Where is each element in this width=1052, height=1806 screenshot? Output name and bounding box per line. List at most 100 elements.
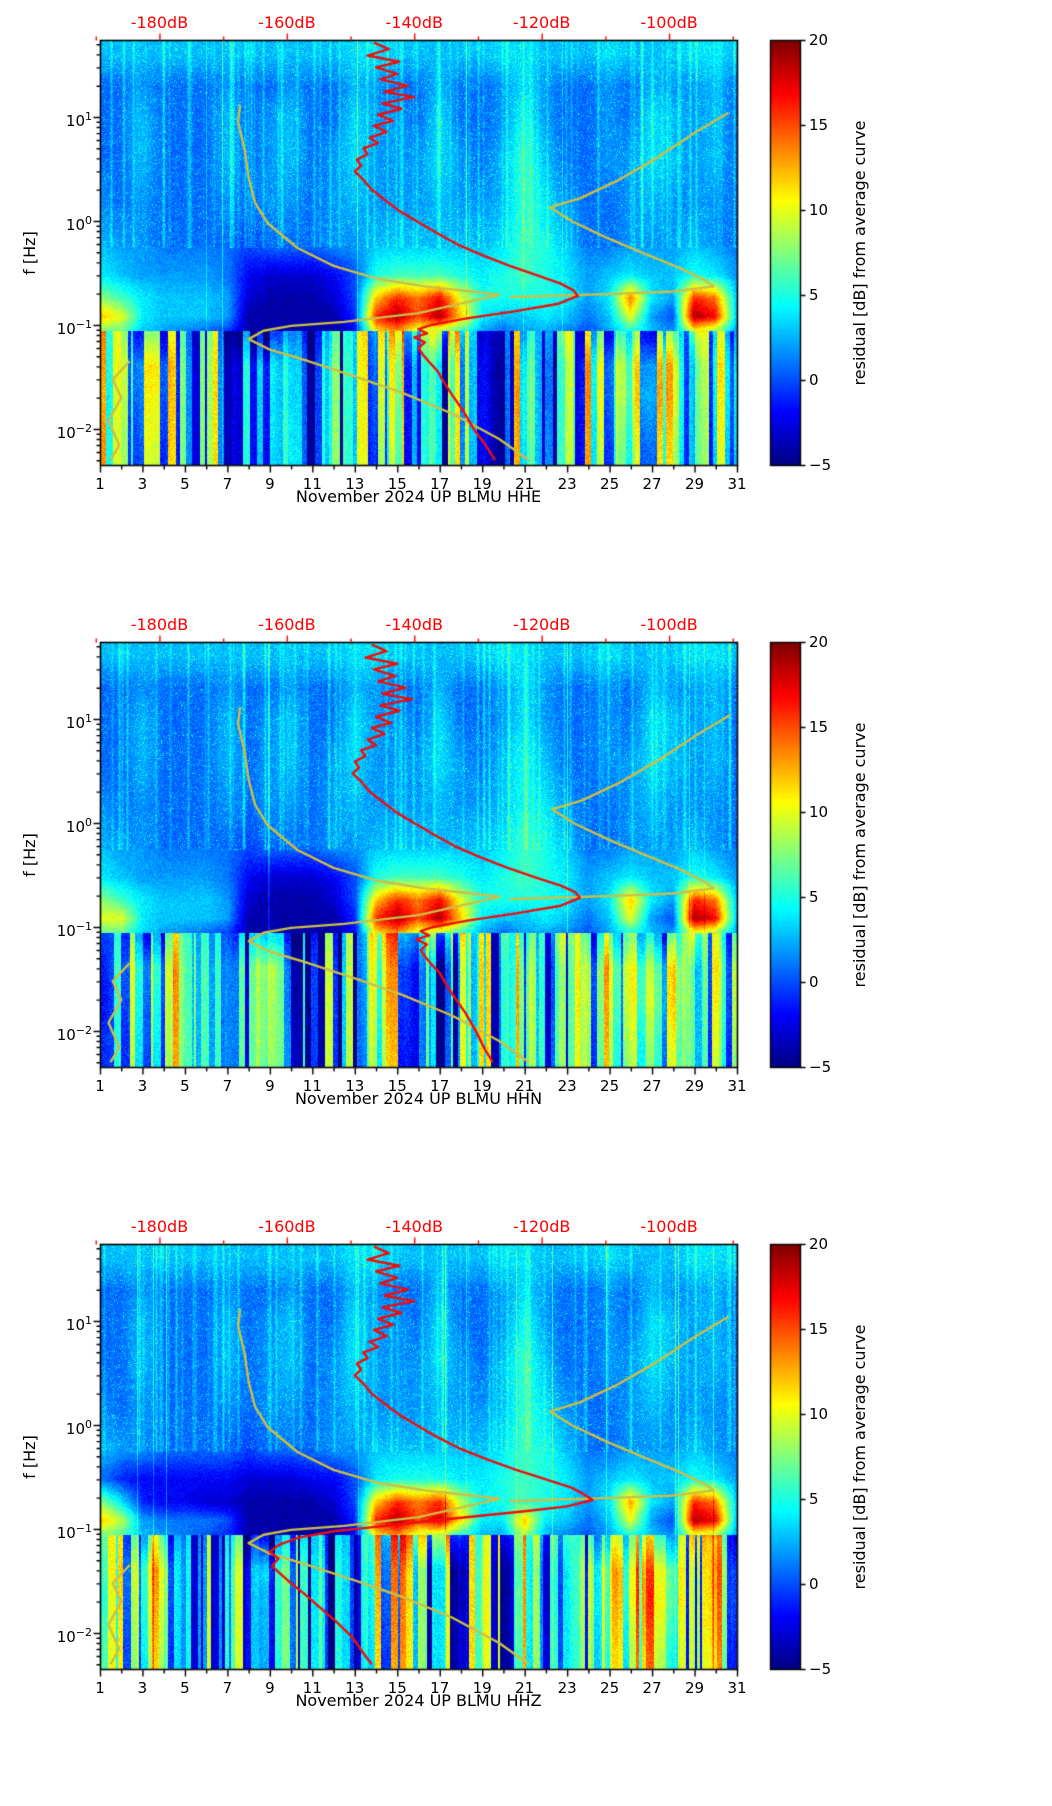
x-tick-label: 5: [180, 475, 190, 493]
axes-canvas: [0, 602, 1052, 1204]
x-tick-label: 9: [265, 1679, 275, 1697]
colorbar-title: residual [dB] from average curve: [850, 722, 869, 987]
x-tick-label: 23: [557, 475, 577, 493]
x-tick-label: 7: [222, 475, 233, 493]
x-tick-label: 13: [345, 475, 365, 493]
x-tick-label: 29: [684, 1679, 705, 1697]
x-tick-label: 17: [430, 1679, 450, 1697]
colorbar-tick-label: 5: [809, 888, 819, 906]
x-tick-label: 9: [265, 475, 275, 493]
y-tick-base: 10: [65, 1419, 85, 1438]
colorbar-tick-label: −5: [809, 1058, 832, 1076]
colorbar-tick-label: 15: [809, 1320, 829, 1338]
x-tick-label: 9: [265, 1077, 275, 1095]
y-tick-base: 10: [56, 319, 76, 338]
y-tick-exp: −2: [75, 1625, 92, 1639]
y-tick-base: 10: [65, 215, 85, 234]
x-tick-label: 31: [727, 1077, 747, 1095]
spectrogram-panel-hhz: -180dB -160dB -140dB -120dB -100dB 1 3 5 7 9 11 13 1…: [0, 1204, 1052, 1806]
x-tick-label: 25: [600, 1077, 620, 1095]
y-tick-label: 100: [0, 1414, 92, 1438]
colorbar-tick-label: 10: [809, 803, 829, 821]
y-tick-exp: 1: [85, 1313, 92, 1327]
y-tick-base: 10: [56, 921, 76, 940]
top-axis-label: -100dB: [640, 1217, 698, 1236]
top-axis-label: -100dB: [640, 13, 698, 32]
y-tick-label: 10−1: [0, 916, 92, 940]
colorbar-tick-label: 20: [809, 31, 829, 49]
x-tick-label: 1: [95, 475, 105, 493]
colorbar-tick-label: 10: [809, 201, 829, 219]
top-axis-label: -180dB: [130, 1217, 189, 1236]
x-tick-label: 25: [600, 1679, 620, 1697]
x-axis-title: November 2024 UP BLMU HHZ: [295, 1691, 542, 1710]
y-tick-base: 10: [56, 423, 76, 442]
x-tick-label: 27: [642, 475, 662, 493]
x-tick-label: 31: [727, 1679, 747, 1697]
x-tick-label: 3: [137, 1077, 148, 1095]
x-tick-label: 11: [302, 1679, 322, 1697]
colorbar-tick-label: 0: [809, 371, 819, 389]
axes-canvas: [0, 0, 1052, 602]
x-tick-label: 5: [180, 1679, 190, 1697]
axes-canvas: [0, 1204, 1052, 1806]
top-axis-label: -180dB: [130, 13, 189, 32]
x-tick-label: 29: [684, 475, 705, 493]
colorbar-tick-label: 10: [809, 1405, 829, 1423]
y-axis-title: f [Hz]: [20, 832, 39, 877]
spectrogram-panel-hhn: -180dB -160dB -140dB -120dB -100dB 1 3 5 7 9 11 13 1…: [0, 602, 1052, 1204]
colorbar-tick-label: 5: [809, 1490, 819, 1508]
x-tick-label: 1: [95, 1077, 105, 1095]
x-tick-label: 21: [515, 475, 535, 493]
x-tick-label: 31: [727, 475, 747, 493]
x-tick-label: 13: [345, 1679, 365, 1697]
x-tick-label: 11: [302, 1077, 322, 1095]
x-tick-label: 21: [515, 1077, 535, 1095]
top-axis-label: -140dB: [385, 13, 443, 32]
y-tick-exp: −2: [75, 1023, 92, 1037]
y-tick-base: 10: [56, 1627, 76, 1646]
top-axis-label: -140dB: [385, 615, 443, 634]
y-tick-base: 10: [65, 111, 85, 130]
y-tick-label: 10−2: [0, 418, 92, 442]
top-axis-label: -120dB: [512, 13, 571, 32]
x-tick-label: 1: [95, 1679, 105, 1697]
y-tick-exp: 1: [85, 109, 92, 123]
y-tick-label: 10−1: [0, 1518, 92, 1542]
x-tick-label: 3: [137, 475, 148, 493]
y-tick-label: 100: [0, 210, 92, 234]
colorbar-tick-label: 5: [809, 286, 819, 304]
x-tick-label: 19: [472, 475, 492, 493]
y-tick-exp: 0: [85, 815, 92, 829]
y-axis-title: f [Hz]: [20, 230, 39, 275]
y-tick-exp: −2: [75, 421, 92, 435]
colorbar-tick-label: 15: [809, 116, 829, 134]
x-tick-label: 21: [515, 1679, 535, 1697]
colorbar-tick-label: 0: [809, 973, 819, 991]
y-tick-label: 101: [0, 708, 92, 732]
y-tick-label: 101: [0, 106, 92, 130]
x-tick-label: 23: [557, 1679, 577, 1697]
y-tick-label: 10−2: [0, 1622, 92, 1646]
top-axis-label: -160dB: [258, 615, 316, 634]
x-tick-label: 3: [137, 1679, 148, 1697]
y-tick-exp: 1: [85, 711, 92, 725]
x-tick-label: 15: [387, 1679, 407, 1697]
x-tick-label: 13: [345, 1077, 365, 1095]
y-tick-exp: −1: [75, 317, 92, 331]
colorbar-tick-label: −5: [809, 1660, 832, 1678]
spectrogram-panel-hhe: -180dB -160dB -140dB -120dB -100dB 1 3 5 7 9 11 13 1…: [0, 0, 1052, 602]
top-axis-label: -120dB: [512, 1217, 571, 1236]
x-axis-title: November 2024 UP BLMU HHE: [295, 487, 542, 506]
x-tick-label: 29: [684, 1077, 705, 1095]
y-axis-title: f [Hz]: [20, 1434, 39, 1479]
colorbar-title: residual [dB] from average curve: [850, 1324, 869, 1589]
x-tick-label: 17: [430, 1077, 450, 1095]
colorbar-tick-label: 20: [809, 1235, 829, 1253]
x-tick-label: 15: [387, 475, 407, 493]
y-tick-base: 10: [65, 1315, 85, 1334]
colorbar-tick-label: 15: [809, 718, 829, 736]
y-tick-label: 10−2: [0, 1020, 92, 1044]
y-tick-exp: −1: [75, 919, 92, 933]
